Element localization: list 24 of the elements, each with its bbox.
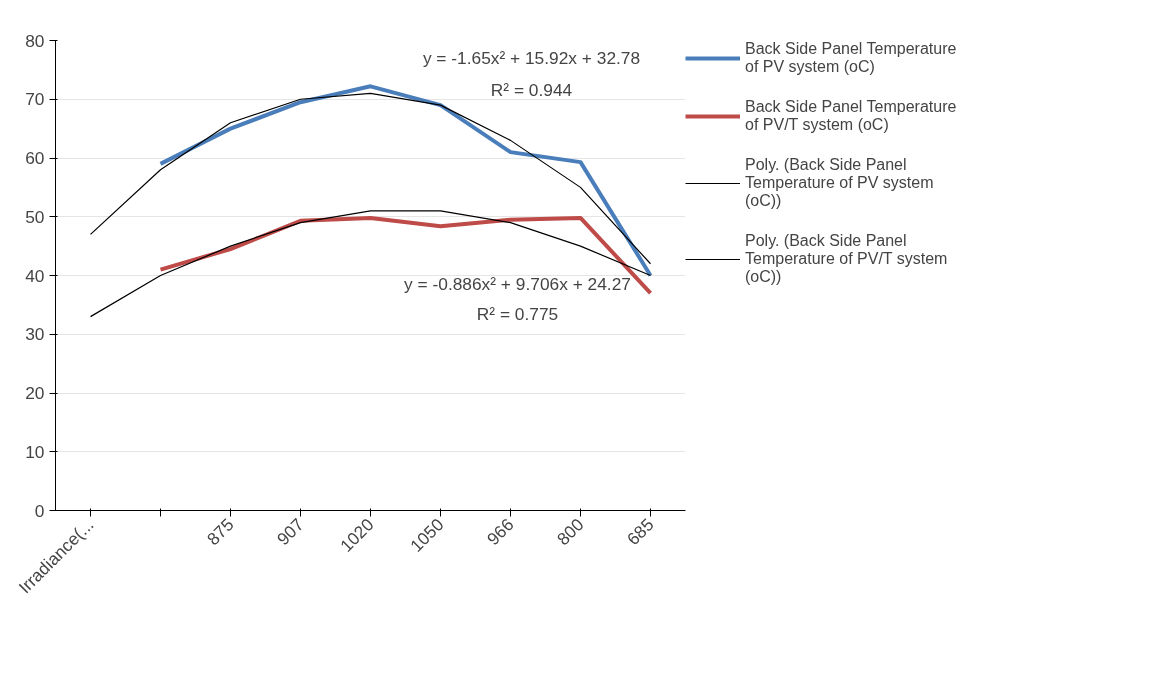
legend-label: Back Side Panel Temperature of PV/T system (oC) [745, 98, 957, 134]
x-tick-label: 966 [482, 514, 518, 550]
y-tick-label: 70 [25, 89, 45, 110]
annotation: R² = 0.944 [490, 80, 573, 101]
x-tick-label: 875 [202, 514, 238, 550]
x-tick-label: 907 [272, 514, 308, 550]
y-tick-label: 80 [25, 30, 45, 51]
legend-label: Poly. (Back Side Panel Temperature of PV/T system (oC)) [745, 232, 948, 286]
legend-label: Poly. (Back Side Panel Temperature of PV system (oC)) [745, 156, 934, 210]
annotation: R² = 0.775 [476, 303, 559, 324]
annotation: y = -0.886x² + 9.706x + 24.27 [404, 274, 631, 295]
line-series [158, 84, 653, 278]
y-tick-label: 20 [25, 383, 45, 403]
y-tick-label: 40 [25, 265, 45, 286]
x-tick-label: 800 [552, 514, 588, 550]
y-tick-label: 30 [25, 324, 45, 345]
annotation: y = -1.65x² + 15.92x + 32.78 [422, 48, 641, 69]
y-tick-label: 50 [25, 206, 45, 227]
line-series [89, 210, 652, 318]
y-tick-label: 0 [34, 500, 45, 521]
y-tick-label: 60 [25, 148, 45, 168]
x-tick-label: 685 [622, 514, 658, 550]
y-tick-label: 10 [25, 441, 45, 462]
legend-label: Back Side Panel Temperature of PV system (oC) [745, 40, 957, 76]
